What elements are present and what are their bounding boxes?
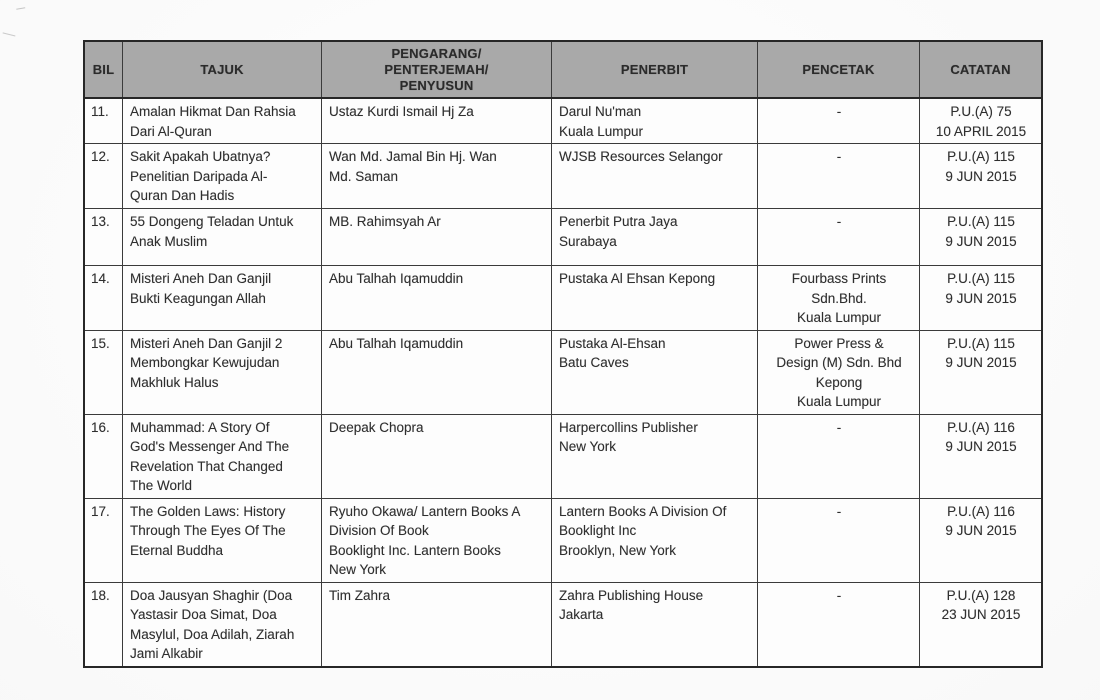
table-row: 18. Doa Jausyan Shaghir (Doa Yastasir Doa…: [83, 581, 1043, 667]
cell-tajuk: Muhammad: A Story Of God's Messenger And…: [122, 413, 322, 499]
cell-penerbit: Penerbit Putra Jaya Surabaya: [551, 208, 758, 266]
pencil-mark: [15, 4, 26, 10]
cell-bil: 15.: [83, 329, 123, 415]
cell-tajuk: Misteri Aneh Dan Ganjil 2 Membongkar Kew…: [122, 329, 322, 415]
cell-catatan: P.U.(A) 116 9 JUN 2015: [919, 497, 1043, 583]
cell-catatan: P.U.(A) 115 9 JUN 2015: [919, 265, 1043, 331]
cell-catatan: P.U.(A) 128 23 JUN 2015: [919, 581, 1043, 667]
cell-penerbit: Pustaka Al-Ehsan Batu Caves: [551, 329, 758, 415]
cell-catatan: P.U.(A) 115 9 JUN 2015: [919, 208, 1043, 266]
cell-pengarang: Ustaz Kurdi Ismail Hj Za: [321, 97, 552, 144]
cell-tajuk: Misteri Aneh Dan Ganjil Bukti Keagungan …: [122, 265, 322, 331]
cell-pencetak: Power Press & Design (M) Sdn. Bhd Kepong…: [757, 329, 920, 415]
cell-penerbit: WJSB Resources Selangor: [551, 143, 758, 209]
cell-catatan: P.U.(A) 116 9 JUN 2015: [919, 413, 1043, 499]
cell-penerbit: Harpercollins Publisher New York: [551, 413, 758, 499]
cell-catatan: P.U.(A) 115 9 JUN 2015: [919, 143, 1043, 209]
column-header-pencetak: PENCETAK: [757, 40, 920, 99]
cell-bil: 18.: [83, 581, 123, 667]
cell-tajuk: 55 Dongeng Teladan Untuk Anak Muslim: [122, 208, 322, 266]
cell-pencetak: Fourbass Prints Sdn.Bhd. Kuala Lumpur: [757, 265, 920, 331]
table-header-row: BIL TAJUK PENGARANG/ PENTERJEMAH/ PENYUSUN…: [83, 40, 1043, 99]
table-row: 14. Misteri Aneh Dan Ganjil Bukti Keagung…: [83, 265, 1043, 331]
table-body: 11. Amalan Hikmat Dan Rahsia Dari Al-Qura…: [83, 97, 1043, 667]
cell-catatan: P.U.(A) 75 10 APRIL 2015: [919, 97, 1043, 144]
cell-penerbit: Darul Nu'man Kuala Lumpur: [551, 97, 758, 144]
cell-tajuk: Doa Jausyan Shaghir (Doa Yastasir Doa Si…: [122, 581, 322, 667]
cell-penerbit: Lantern Books A Division Of Booklight In…: [551, 497, 758, 583]
cell-bil: 12.: [83, 143, 123, 209]
pencil-mark-2: [2, 28, 17, 37]
table-row: 13. 55 Dongeng Teladan Untuk Anak Muslim M…: [83, 208, 1043, 266]
table-header: BIL TAJUK PENGARANG/ PENTERJEMAH/ PENYUSUN…: [83, 40, 1043, 99]
cell-pengarang: Ryuho Okawa/ Lantern Books A Division Of…: [321, 497, 552, 583]
cell-tajuk: The Golden Laws: History Through The Eye…: [122, 497, 322, 583]
cell-bil: 17.: [83, 497, 123, 583]
cell-pencetak: -: [757, 581, 920, 667]
table-row: 11. Amalan Hikmat Dan Rahsia Dari Al-Qura…: [83, 97, 1043, 144]
cell-pencetak: -: [757, 97, 920, 144]
cell-penerbit: Zahra Publishing House Jakarta: [551, 581, 758, 667]
cell-tajuk: Amalan Hikmat Dan Rahsia Dari Al-Quran: [122, 97, 322, 144]
cell-bil: 11.: [83, 97, 123, 144]
column-header-tajuk: TAJUK: [122, 40, 322, 99]
cell-penerbit: Pustaka Al Ehsan Kepong: [551, 265, 758, 331]
cell-pengarang: Abu Talhah Iqamuddin: [321, 329, 552, 415]
table-row: 16. Muhammad: A Story Of God's Messenger …: [83, 413, 1043, 499]
table-row: 15. Misteri Aneh Dan Ganjil 2 Membongkar …: [83, 329, 1043, 415]
cell-pencetak: -: [757, 143, 920, 209]
cell-catatan: P.U.(A) 115 9 JUN 2015: [919, 329, 1043, 415]
column-header-bil: BIL: [83, 40, 123, 99]
cell-pencetak: -: [757, 208, 920, 266]
cell-pencetak: -: [757, 413, 920, 499]
column-header-penerbit: PENERBIT: [551, 40, 758, 99]
column-header-pengarang: PENGARANG/ PENTERJEMAH/ PENYUSUN: [321, 40, 552, 99]
column-header-catatan: CATATAN: [919, 40, 1043, 99]
cell-tajuk: Sakit Apakah Ubatnya? Penelitian Daripad…: [122, 143, 322, 209]
banned-books-table: BIL TAJUK PENGARANG/ PENTERJEMAH/ PENYUSUN…: [83, 40, 1043, 668]
cell-pencetak: -: [757, 497, 920, 583]
cell-pengarang: Abu Talhah Iqamuddin: [321, 265, 552, 331]
cell-bil: 13.: [83, 208, 123, 266]
cell-pengarang: Tim Zahra: [321, 581, 552, 667]
table-row: 17. The Golden Laws: History Through The …: [83, 497, 1043, 583]
cell-bil: 16.: [83, 413, 123, 499]
cell-pengarang: Wan Md. Jamal Bin Hj. Wan Md. Saman: [321, 143, 552, 209]
cell-bil: 14.: [83, 265, 123, 331]
table-row: 12. Sakit Apakah Ubatnya? Penelitian Dari…: [83, 143, 1043, 209]
cell-pengarang: Deepak Chopra: [321, 413, 552, 499]
cell-pengarang: MB. Rahimsyah Ar: [321, 208, 552, 266]
